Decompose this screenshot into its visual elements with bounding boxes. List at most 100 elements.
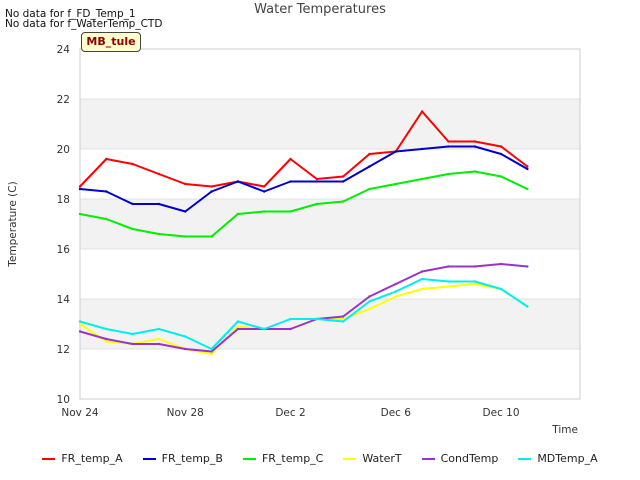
- data-point: [526, 165, 529, 168]
- data-point: [473, 280, 476, 283]
- data-point: [131, 202, 134, 206]
- chart-title: Water Temperatures: [254, 2, 386, 17]
- data-point: [499, 262, 503, 266]
- data-point: [78, 320, 82, 323]
- x-tick-label: Nov 24: [61, 407, 99, 419]
- data-point: [341, 175, 345, 178]
- grid-band: [80, 299, 580, 349]
- series-line-mdtemp-a: [79, 278, 528, 350]
- data-point: [368, 165, 371, 168]
- data-point: [420, 270, 424, 273]
- data-point: [157, 342, 161, 346]
- data-point: [236, 180, 240, 183]
- legend-item: FR_temp_A: [42, 452, 123, 465]
- data-point: [184, 235, 187, 238]
- data-point: [289, 180, 292, 183]
- legend-label: WaterT: [362, 452, 402, 465]
- data-point: [289, 157, 292, 161]
- data-point: [210, 190, 213, 193]
- series-lines: [78, 110, 529, 356]
- series-line-fr-temp-c: [79, 170, 528, 238]
- data-point: [394, 282, 397, 286]
- data-point: [420, 110, 424, 113]
- data-point: [341, 315, 345, 318]
- x-tick-labels: Nov 24 Nov 28 Dec 2 Dec 6 Dec 10: [61, 407, 519, 419]
- data-point: [105, 217, 108, 221]
- grid-band: [80, 249, 580, 299]
- legend-label: FR_temp_B: [161, 452, 223, 465]
- data-point: [210, 235, 213, 238]
- data-point: [78, 187, 82, 191]
- data-point: [499, 152, 503, 156]
- data-point: [263, 327, 266, 331]
- legend-label: FR_temp_C: [261, 452, 324, 465]
- data-point: [78, 330, 82, 333]
- legend-item: MDTemp_A: [518, 452, 598, 465]
- no-data-notice: No data for f_FD_Temp_1: [5, 8, 136, 20]
- data-point: [473, 170, 476, 173]
- data-point: [157, 202, 161, 206]
- data-point: [105, 340, 108, 343]
- series-line-fr-temp-b: [79, 145, 528, 213]
- y-tick-labels: 10 12 14 16 18 20 22 24: [57, 44, 71, 406]
- data-point: [368, 300, 371, 303]
- data-point: [263, 190, 266, 193]
- y-tick-label: 24: [57, 44, 71, 56]
- data-point: [526, 187, 529, 191]
- legend: FR_temp_A FR_temp_B FR_temp_C WaterT CondTem…: [0, 452, 640, 465]
- data-point: [447, 145, 450, 148]
- legend-item: FR_temp_C: [242, 452, 324, 465]
- no-data-notice: No data for f_WaterTemp_CTD: [5, 18, 163, 30]
- data-point: [210, 352, 213, 356]
- data-point: [157, 172, 161, 176]
- data-point: [315, 202, 319, 206]
- y-tick-label: 18: [57, 194, 70, 206]
- data-point: [341, 200, 345, 203]
- data-point: [394, 182, 397, 186]
- data-point: [289, 210, 292, 213]
- data-point: [447, 285, 450, 288]
- data-point: [105, 157, 108, 161]
- data-point: [131, 332, 134, 336]
- legend-item: WaterT: [343, 452, 402, 465]
- data-point: [526, 167, 529, 171]
- data-point: [184, 210, 187, 213]
- site-badge: MB_tule: [81, 32, 141, 52]
- data-point: [499, 175, 503, 178]
- data-point: [131, 342, 134, 346]
- data-point: [236, 320, 240, 323]
- data-point: [473, 282, 476, 286]
- y-tick-label: 22: [57, 94, 70, 106]
- data-point: [341, 180, 345, 183]
- data-point: [263, 210, 266, 213]
- data-point: [289, 327, 292, 331]
- data-point: [315, 317, 319, 321]
- data-point: [315, 177, 319, 181]
- y-tick-label: 10: [57, 394, 70, 406]
- data-point: [341, 317, 345, 321]
- x-tick-label: Dec 6: [381, 407, 412, 419]
- plot-frame: [79, 48, 581, 400]
- data-point: [210, 350, 213, 353]
- data-point: [473, 265, 476, 268]
- data-point: [420, 177, 424, 181]
- legend-label: MDTemp_A: [537, 452, 598, 465]
- data-point: [447, 172, 450, 176]
- grid-band: [80, 349, 580, 399]
- legend-label: FR_temp_A: [61, 452, 123, 465]
- data-point: [236, 325, 240, 328]
- legend-swatch: [518, 457, 532, 460]
- x-axis-label: Time: [551, 424, 578, 436]
- data-point: [447, 265, 450, 268]
- data-point: [499, 145, 503, 148]
- legend-item: FR_temp_B: [142, 452, 223, 465]
- legend-swatch: [42, 457, 56, 460]
- data-point: [368, 152, 371, 156]
- data-point: [131, 162, 134, 166]
- data-point: [368, 295, 371, 298]
- data-point: [447, 280, 450, 283]
- data-point: [315, 180, 319, 183]
- data-point: [210, 347, 213, 351]
- y-tick-label: 14: [57, 294, 71, 306]
